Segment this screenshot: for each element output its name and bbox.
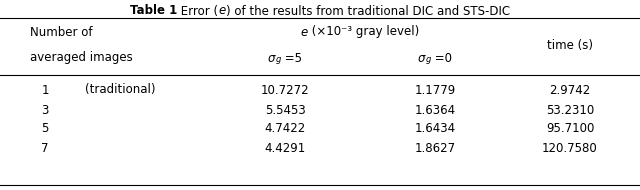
Text: 5: 5 xyxy=(42,121,49,135)
Text: 10.7272: 10.7272 xyxy=(260,83,309,97)
Text: 2.9742: 2.9742 xyxy=(549,83,591,97)
Text: =5: =5 xyxy=(281,51,302,64)
Text: 4.4291: 4.4291 xyxy=(264,142,306,154)
Text: time (s): time (s) xyxy=(547,39,593,51)
Text: (×10⁻³ gray level): (×10⁻³ gray level) xyxy=(308,25,419,39)
Text: ) of the results from traditional DIC and STS-DIC: ) of the results from traditional DIC an… xyxy=(226,5,510,17)
Text: e: e xyxy=(301,25,308,39)
Text: Error (: Error ( xyxy=(177,5,218,17)
Text: 1: 1 xyxy=(41,83,49,97)
Text: g: g xyxy=(276,55,281,64)
Text: e: e xyxy=(218,5,226,17)
Text: 95.7100: 95.7100 xyxy=(546,121,594,135)
Text: (traditional): (traditional) xyxy=(85,83,156,97)
Text: Table 1: Table 1 xyxy=(130,5,177,17)
Text: 1.8627: 1.8627 xyxy=(415,142,456,154)
Text: 4.7422: 4.7422 xyxy=(264,121,306,135)
Text: 120.7580: 120.7580 xyxy=(542,142,598,154)
Text: 7: 7 xyxy=(41,142,49,154)
Text: 5.5453: 5.5453 xyxy=(264,104,305,116)
Text: Number of: Number of xyxy=(30,25,93,39)
Text: σ: σ xyxy=(418,51,426,64)
Text: 1.6434: 1.6434 xyxy=(415,121,456,135)
Text: =0: =0 xyxy=(431,51,452,64)
Text: averaged images: averaged images xyxy=(30,51,132,64)
Text: 53.2310: 53.2310 xyxy=(546,104,594,116)
Text: 1.1779: 1.1779 xyxy=(414,83,456,97)
Text: 1.6364: 1.6364 xyxy=(415,104,456,116)
Text: g: g xyxy=(426,55,431,64)
Text: σ: σ xyxy=(268,51,276,64)
Text: 3: 3 xyxy=(42,104,49,116)
